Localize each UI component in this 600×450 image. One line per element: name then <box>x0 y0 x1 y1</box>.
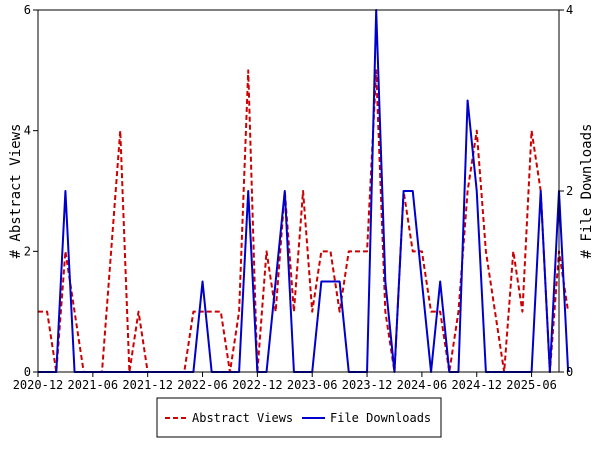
legend-label-abstract-views: Abstract Views <box>192 411 293 425</box>
x-tick-label: 2021-06 <box>68 378 119 392</box>
x-tick-label: 2024-12 <box>451 378 502 392</box>
x-tick-label: 2025-06 <box>506 378 557 392</box>
left-y-tick-label: 4 <box>24 124 31 138</box>
legend-label-file-downloads: File Downloads <box>330 411 431 425</box>
x-tick-label: 2022-12 <box>232 378 283 392</box>
x-tick-label: 2020-12 <box>13 378 64 392</box>
right-axis-label: # File Downloads <box>579 124 595 259</box>
x-tick-label: 2023-12 <box>342 378 393 392</box>
left-y-tick-label: 6 <box>24 3 31 17</box>
right-y-tick-label: 4 <box>566 3 573 17</box>
right-y-tick-label: 2 <box>566 184 573 198</box>
x-tick-label: 2021-12 <box>122 378 173 392</box>
legend-box <box>156 397 442 438</box>
left-axis-label: # Abstract Views <box>8 124 24 259</box>
x-tick-label: 2023-06 <box>287 378 338 392</box>
axes: 2020-12 2021-06 2021-12 2022-06 2022-12 2023-… <box>13 3 574 392</box>
right-y-tick-label: 0 <box>566 365 573 379</box>
left-y-tick-label: 2 <box>24 244 31 258</box>
left-y-tick-label: 0 <box>24 365 31 379</box>
series-line-abstract-views <box>38 69 570 373</box>
x-tick-label: 2024-06 <box>397 378 448 392</box>
legend: Abstract Views File Downloads <box>156 397 442 438</box>
x-tick-label: 2022-06 <box>177 378 228 392</box>
